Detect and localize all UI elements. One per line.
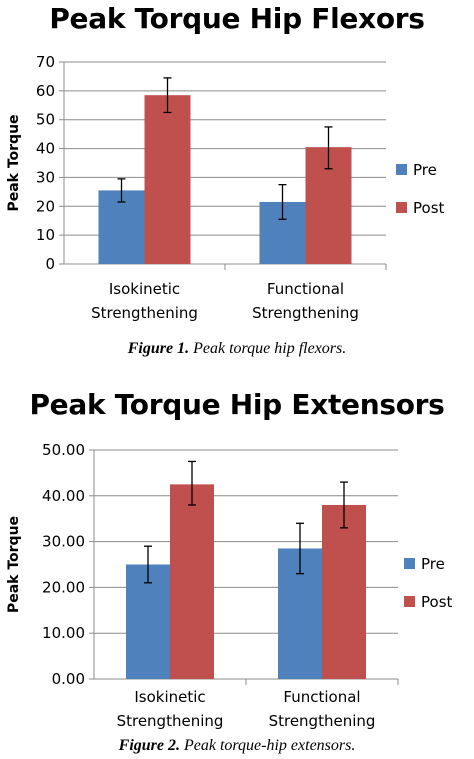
bar-chart-hip-flexors: 0 10 20 30 40 50 60 70 Peak Torque Isokinetic Stre… — [6, 53, 445, 322]
y-tick-label: 30 — [36, 168, 55, 186]
y-tick-label: 20 — [36, 197, 55, 215]
x-tick-label: Strengthening — [252, 304, 359, 322]
bar-pre — [126, 564, 170, 679]
bar-post — [322, 504, 366, 679]
caption-label: Figure 1. — [127, 340, 190, 357]
y-tick-label: 0.00 — [52, 670, 85, 688]
bar-pre — [98, 190, 145, 264]
figure-caption: Figure 2. Peak torque-hip extensors. — [0, 737, 474, 755]
y-axis-label: Peak Torque — [6, 114, 22, 211]
y-tick-label: 60 — [36, 82, 55, 100]
y-tick-label: 0 — [45, 255, 55, 273]
caption-text: Peak torque-hip extensors. — [183, 737, 356, 754]
legend-swatch-pre — [396, 164, 407, 175]
x-tick-label: Strengthening — [91, 304, 198, 322]
x-tick-label: Functional — [283, 688, 360, 706]
legend-swatch-pre — [404, 558, 415, 569]
x-tick-label: Functional — [267, 280, 344, 298]
legend-label-pre: Pre — [413, 161, 437, 179]
y-tick-label: 40 — [36, 140, 55, 158]
caption-text: Peak torque hip flexors. — [193, 340, 347, 357]
legend-label-pre: Pre — [421, 555, 445, 573]
chart-title: Peak Torque Hip Extensors — [29, 388, 445, 421]
x-tick-label: Strengthening — [117, 712, 224, 730]
figure-caption: Figure 1. Peak torque hip flexors. — [0, 340, 474, 358]
bar-post — [170, 484, 214, 679]
x-tick-label: Strengthening — [269, 712, 376, 730]
y-tick-label: 10 — [36, 226, 55, 244]
y-tick-label: 30.00 — [42, 533, 85, 551]
y-tick-label: 50 — [36, 111, 55, 129]
y-tick-label: 40.00 — [42, 487, 85, 505]
legend-label-post: Post — [413, 199, 445, 217]
caption-label: Figure 2. — [118, 737, 180, 754]
bar-chart-hip-extensors: 0.00 10.00 20.00 30.00 40.00 50.00 Peak Torque… — [6, 441, 453, 730]
legend-label-post: Post — [421, 593, 453, 611]
legend-swatch-post — [396, 202, 407, 213]
y-tick-label: 70 — [36, 53, 55, 71]
y-axis-label: Peak Torque — [6, 516, 22, 613]
y-tick-label: 10.00 — [42, 624, 85, 642]
y-tick-label: 50.00 — [42, 441, 85, 459]
y-tick-label: 20.00 — [42, 578, 85, 596]
x-tick-label: Isokinetic — [109, 280, 180, 298]
bar-post — [144, 95, 191, 264]
chart-title: Peak Torque Hip Flexors — [49, 2, 425, 35]
x-tick-label: Isokinetic — [134, 688, 205, 706]
legend-swatch-post — [404, 596, 415, 607]
